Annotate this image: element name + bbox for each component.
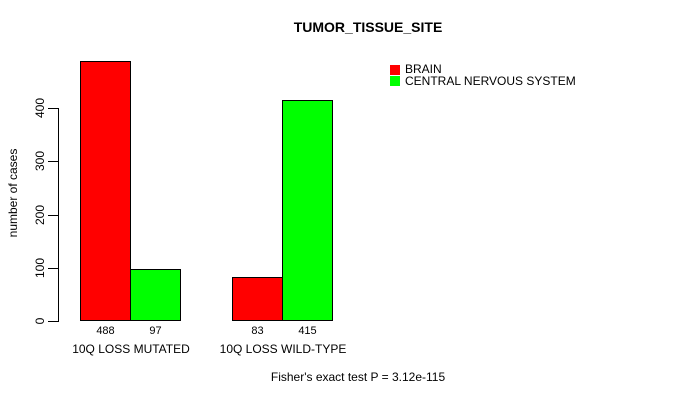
legend-item: BRAIN xyxy=(390,62,576,76)
legend: BRAIN CENTRAL NERVOUS SYSTEM xyxy=(390,62,576,88)
y-axis-line xyxy=(58,108,59,322)
bar-value-label: 415 xyxy=(298,325,317,337)
y-axis-tick-label: 400 xyxy=(33,97,47,119)
y-axis-tick xyxy=(48,321,58,322)
y-axis-tick-label: 100 xyxy=(33,257,47,279)
legend-swatch-icon xyxy=(390,64,400,75)
chart-title: TUMOR_TISSUE_SITE xyxy=(293,19,443,35)
x-category-label: 10Q LOSS MUTATED xyxy=(72,342,190,356)
y-axis-tick xyxy=(48,108,58,109)
y-axis-tick xyxy=(48,268,58,269)
y-axis-tick-label: 0 xyxy=(33,317,47,325)
bar-value-label: 83 xyxy=(251,325,264,337)
bar-value-label: 488 xyxy=(96,325,115,337)
y-axis-tick xyxy=(48,215,58,216)
bar-brain xyxy=(232,277,283,321)
y-axis-tick-label: 300 xyxy=(33,150,47,172)
x-category-label: 10Q LOSS WILD-TYPE xyxy=(219,342,347,356)
legend-label: BRAIN xyxy=(405,62,442,76)
legend-item: CENTRAL NERVOUS SYSTEM xyxy=(390,73,576,88)
y-axis-tick-label: 200 xyxy=(33,204,47,226)
legend-label: CENTRAL NERVOUS SYSTEM xyxy=(405,73,576,88)
legend-swatch-icon xyxy=(390,76,400,86)
bar-central-nervous-system xyxy=(130,269,181,321)
y-axis-tick xyxy=(48,161,58,162)
bar-brain xyxy=(80,61,131,321)
bar-central-nervous-system xyxy=(282,100,333,321)
y-axis-title: number of cases xyxy=(6,148,20,238)
bar-value-label: 97 xyxy=(149,325,162,337)
annotation-pvalue: Fisher's exact test P = 3.12e-115 xyxy=(270,370,446,384)
